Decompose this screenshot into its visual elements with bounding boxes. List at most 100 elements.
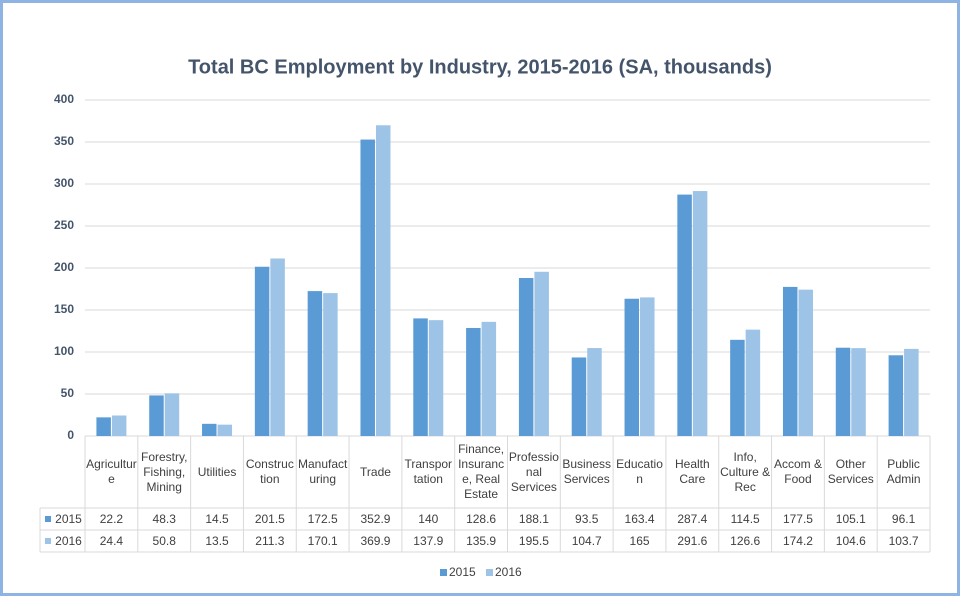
bar — [571, 357, 587, 436]
table-value: 211.3 — [255, 533, 285, 548]
table-value: 22.2 — [99, 511, 124, 526]
table-value: 163.4 — [624, 511, 655, 526]
table-value: 105.1 — [835, 511, 866, 526]
bar — [888, 355, 904, 436]
table-value: 14.5 — [205, 511, 229, 526]
category-label: Business Services — [562, 457, 612, 486]
bar — [798, 289, 813, 436]
bar — [413, 318, 428, 436]
bar — [111, 415, 127, 436]
table-value: 13.5 — [205, 533, 229, 548]
table-value: 352.9 — [360, 511, 391, 526]
table-legend-key — [45, 538, 51, 544]
table-value: 174.2 — [782, 533, 813, 548]
bar — [851, 348, 866, 436]
category-label: Construction — [245, 457, 294, 486]
bar — [534, 271, 549, 436]
legend-key — [440, 569, 447, 576]
category-label: Info, Culture & Rec — [720, 449, 771, 494]
table-value: 165 — [629, 533, 650, 548]
bar — [375, 125, 391, 436]
category-label: Public Admin — [886, 457, 921, 486]
bar — [904, 348, 919, 436]
category-label: Trade — [360, 464, 391, 479]
table-value: 50.8 — [152, 533, 176, 548]
category-label: Health Care — [675, 457, 710, 486]
table-value: 137.9 — [413, 533, 444, 548]
category-label: Education — [616, 457, 663, 486]
y-tick-label: 150 — [54, 302, 74, 316]
bar — [164, 393, 180, 436]
table-value: 104.6 — [835, 533, 866, 548]
category-label: Accom & Food — [773, 457, 822, 486]
table-value: 369.9 — [360, 533, 391, 548]
y-tick-label: 250 — [54, 218, 74, 232]
table-value: 114.5 — [730, 511, 760, 526]
table-value: 170.1 — [307, 533, 338, 548]
category-label: Manufacturing — [297, 457, 348, 486]
bar — [640, 297, 655, 436]
y-tick-label: 350 — [54, 134, 74, 148]
bar — [466, 327, 481, 436]
table-value: 93.5 — [575, 511, 599, 526]
category-label: Forestry, Fishing, Mining — [140, 449, 188, 494]
bar — [217, 424, 233, 436]
y-tick-label: 0 — [67, 428, 74, 442]
bar — [835, 347, 851, 436]
table-value: 188.1 — [518, 511, 549, 526]
table-value: 104.7 — [571, 533, 602, 548]
category-label: Finance, Insurance, Real Estate — [458, 442, 505, 501]
table-value: 140 — [418, 511, 439, 526]
category-label: Other Services — [827, 457, 874, 486]
bar — [323, 293, 338, 436]
table-value: 96.1 — [891, 511, 916, 526]
table-value: 195.5 — [518, 533, 549, 548]
table-value: 201.5 — [254, 511, 285, 526]
y-tick-label: 400 — [54, 92, 74, 106]
bar — [428, 320, 444, 436]
chart-title: Total BC Employment by Industry, 2015-20… — [188, 56, 772, 78]
table-value: 24.4 — [99, 533, 124, 548]
table-value: 135.9 — [466, 533, 497, 548]
bar — [677, 194, 692, 436]
bar — [202, 423, 217, 436]
bar — [481, 321, 497, 436]
bar — [587, 348, 602, 436]
table-value: 177.5 — [782, 511, 813, 526]
bar — [360, 139, 375, 436]
bar — [270, 258, 285, 436]
legend-label: 2016 — [495, 565, 522, 579]
legend-label: 2015 — [449, 565, 476, 579]
bar — [782, 286, 798, 436]
bar — [624, 298, 640, 436]
bar — [254, 266, 270, 436]
bar — [307, 291, 323, 436]
bar — [149, 395, 164, 436]
category-label: Utilities — [197, 464, 237, 479]
y-tick-label: 300 — [54, 176, 74, 190]
bar — [518, 277, 534, 436]
bar — [96, 417, 111, 436]
table-value: 126.6 — [730, 533, 761, 548]
table-series-label: 2015 — [55, 511, 82, 526]
table-legend-key — [45, 516, 51, 522]
category-label: Agriculture — [86, 457, 137, 486]
table-value: 287.4 — [677, 511, 708, 526]
legend-key — [486, 569, 493, 576]
table-series-label: 2016 — [55, 533, 82, 548]
category-label: Professional Services — [508, 449, 559, 494]
y-tick-label: 200 — [54, 260, 74, 274]
category-label: Transportation — [404, 457, 453, 486]
bar — [692, 191, 708, 436]
table-value: 291.6 — [677, 533, 708, 548]
table-value: 128.6 — [466, 511, 497, 526]
y-tick-label: 50 — [61, 386, 75, 400]
bar — [730, 339, 745, 436]
table-value: 103.7 — [888, 533, 919, 548]
table-value: 172.5 — [307, 511, 338, 526]
y-tick-label: 100 — [54, 344, 74, 358]
table-value: 48.3 — [152, 511, 176, 526]
bar — [745, 329, 761, 436]
